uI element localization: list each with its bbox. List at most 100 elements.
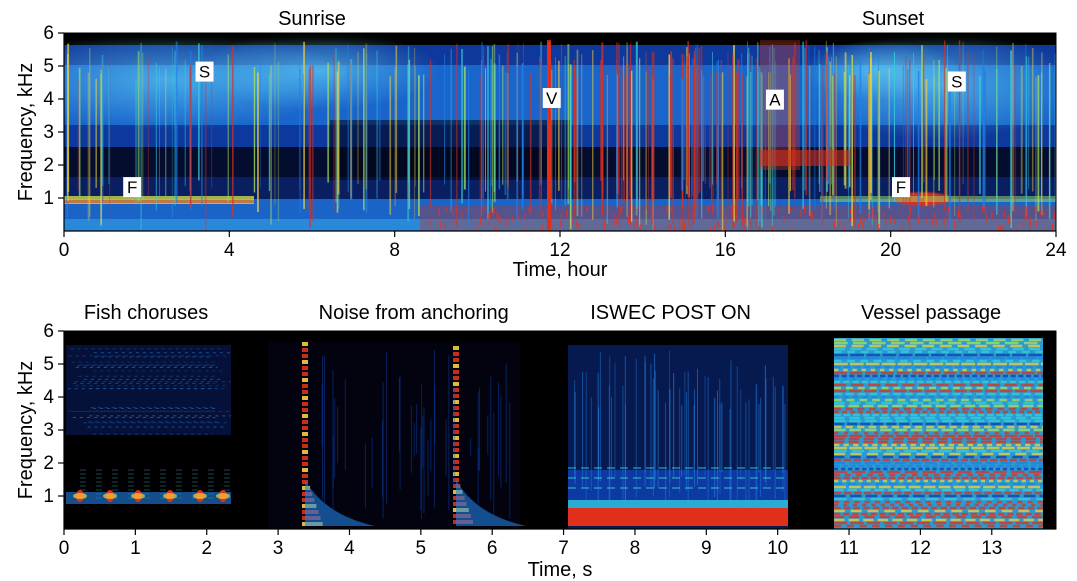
spectrogram-speckle [476,225,479,231]
bottom-y-tick-label: 4 [43,387,54,408]
spectrogram-speckle [803,205,806,214]
spectrogram-speckle [849,217,851,221]
anchor-strike [453,370,459,374]
top-x-tick-label: 0 [59,240,70,261]
spectrogram-speckle [800,209,802,217]
spectrogram-speckle [670,207,673,211]
top-y-tick-label: 3 [43,122,54,143]
spectrogram-speckle [750,222,752,229]
anchor-strike [453,346,459,350]
anchor-strike [453,424,459,428]
anchor-strike [302,402,308,406]
spectrogram-speckle [620,206,622,213]
spectrogram-speckle [907,214,910,222]
spectrogram-speckle [639,224,641,230]
spectrogram-speckle [758,225,761,231]
spectrogram-speckle [810,212,812,220]
anchor-strike [302,468,308,472]
annotation-label: S [951,73,962,92]
spectrogram-speckle [635,220,637,228]
top-y-axis-label: Frequency, kHz [15,63,37,202]
segment-header: Fish choruses [84,302,209,324]
spectrogram-speckle [973,216,975,220]
spectrogram-speckle [613,214,615,218]
top-y-tick-label: 6 [43,23,54,44]
spectrogram-speckle [777,208,780,212]
annotation-box [947,71,966,92]
anchor-strike [302,390,308,394]
spectrogram-speckle [480,207,483,214]
spectrogram-speckle [1044,227,1046,231]
spectrogram-speckle [1015,228,1018,231]
spectrogram-speckle [452,210,455,216]
spectrogram-speckle [1009,217,1011,226]
spectrogram-speckle [679,219,681,229]
spectrogram-speckle [833,220,836,229]
segment-iswec-image [568,345,788,529]
spectrogram-speckle [899,228,901,231]
anchor-strike [453,412,459,416]
spectrogram-speckle [1024,213,1027,221]
top-x-axis-label: Time, hour [513,259,608,281]
spectrogram-speckle [762,207,764,214]
top-y-tick-label: 4 [43,89,54,110]
anchor-strike [302,426,308,430]
spectrogram-speckle [653,225,656,231]
bottom-x-tick-label: 7 [558,538,569,559]
anchor-strike [453,460,459,464]
spectrogram-speckle [488,221,491,226]
spectrogram-speckle [981,205,984,212]
spectrogram-speckle [791,228,794,231]
top-x-tick-label: 4 [224,240,235,261]
spectrogram-speckle [733,224,735,228]
spectrogram-speckle [666,205,668,213]
spectrogram-speckle [497,214,499,222]
annotation-box [123,177,142,198]
spectrogram-speckle [1000,225,1002,231]
spectrogram-speckle [428,218,431,227]
spectrogram-speckle [1029,217,1031,226]
spectrogram-speckle [882,212,885,218]
annotation-label: F [127,178,137,197]
anchor-strike [302,462,308,466]
spectrogram-speckle [849,208,852,213]
segment-header: Noise from anchoring [319,302,509,324]
spectrogram-speckle [575,221,578,226]
spectrogram-24h-image [64,33,1056,231]
anchor-strike [302,366,308,370]
anchor-strike [453,352,459,356]
spectrogram-speckle [1024,211,1027,215]
spectrogram-speckle [838,219,841,227]
spectrogram-speckle [566,211,568,218]
anchor-strike [302,450,308,454]
bottom-y-tick-label: 3 [43,420,54,441]
anchor-strike [453,406,459,410]
bottom-x-tick-label: 1 [130,538,141,559]
bottom-x-tick-label: 9 [701,538,712,559]
segment-header: ISWEC POST ON [590,302,751,324]
top-y-tick-label: 5 [43,56,54,77]
spectrogram-speckle [444,224,446,229]
anchor-strike [453,382,459,386]
spectrogram-speckle [670,224,672,229]
annotation-box [892,177,910,198]
top-x-tick-label: 24 [1045,240,1067,261]
annotation-box [765,89,784,110]
spectrogram-speckle [884,219,887,224]
header-sunrise: Sunrise [278,8,346,30]
bottom-x-tick-label: 5 [416,538,427,559]
spectrogram-speckle [523,228,525,231]
spectrogram-speckle [710,227,712,231]
spectrogram-speckle [872,208,874,217]
spectrogram-speckle [673,226,676,231]
spectrogram-speckle [542,212,544,217]
spectrogram-speckle [460,211,463,219]
spectrogram-speckle [445,206,447,211]
spectrogram-speckle [524,214,526,220]
spectrogram-speckle [1042,210,1045,218]
spectrogram-speckle [492,209,495,217]
spectrogram-speckle [986,214,988,223]
spectrogram-speckle [1025,214,1027,221]
spectrogram-speckle [933,213,935,218]
